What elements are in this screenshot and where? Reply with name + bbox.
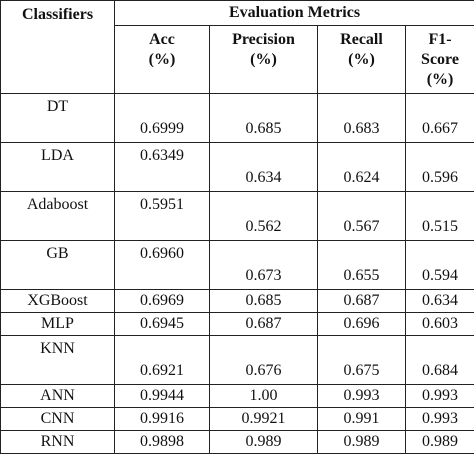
f1-cell: 0.594: [406, 241, 474, 290]
table-row: DT 0.6999 0.685 0.683 0.667: [1, 94, 474, 143]
classifier-name: RNN: [1, 431, 115, 454]
table-row: KNN 0.6921 0.676 0.675 0.684: [1, 336, 474, 385]
precision-cell: 1.00: [210, 385, 318, 408]
classifier-name: GB: [1, 241, 115, 290]
recall-cell: 0.683: [318, 94, 406, 143]
f1-header-line2: Score: [412, 50, 468, 70]
precision-cell: 0.673: [210, 241, 318, 290]
classifier-name: MLP: [1, 313, 115, 336]
precision-header-line1: Precision: [216, 30, 311, 50]
recall-cell: 0.993: [318, 385, 406, 408]
acc-header-line2: (%): [121, 50, 203, 70]
recall-header-line2: (%): [324, 50, 399, 70]
recall-cell: 0.624: [318, 143, 406, 192]
precision-cell: 0.676: [210, 336, 318, 385]
table-row: GB 0.6960 0.673 0.655 0.594: [1, 241, 474, 290]
table-row: LDA 0.6349 0.634 0.624 0.596: [1, 143, 474, 192]
recall-cell: 0.696: [318, 313, 406, 336]
precision-cell: 0.685: [210, 94, 318, 143]
f1-header-line1: F1-: [412, 30, 468, 50]
classifier-name: DT: [1, 94, 115, 143]
f1-cell: 0.596: [406, 143, 474, 192]
acc-cell: 0.9944: [115, 385, 210, 408]
precision-cell: 0.685: [210, 290, 318, 313]
classifier-name: ANN: [1, 385, 115, 408]
table-row: MLP 0.6945 0.687 0.696 0.603: [1, 313, 474, 336]
table-row: Adaboost 0.5951 0.562 0.567 0.515: [1, 192, 474, 241]
recall-cell: 0.991: [318, 408, 406, 431]
table-row: CNN 0.9916 0.9921 0.991 0.993: [1, 408, 474, 431]
recall-cell: 0.687: [318, 290, 406, 313]
acc-cell: 0.6921: [115, 336, 210, 385]
table-row: RNN 0.9898 0.989 0.989 0.989: [1, 431, 474, 454]
acc-cell: 0.6945: [115, 313, 210, 336]
f1-cell: 0.989: [406, 431, 474, 454]
precision-cell: 0.687: [210, 313, 318, 336]
acc-cell: 0.9898: [115, 431, 210, 454]
classifier-name: KNN: [1, 336, 115, 385]
precision-header: Precision (%): [210, 26, 318, 94]
recall-cell: 0.675: [318, 336, 406, 385]
precision-cell: 0.634: [210, 143, 318, 192]
acc-cell: 0.6960: [115, 241, 210, 290]
f1-cell: 0.515: [406, 192, 474, 241]
f1-header: F1- Score (%): [406, 26, 474, 94]
acc-cell: 0.6999: [115, 94, 210, 143]
classifier-name: CNN: [1, 408, 115, 431]
table-row: ANN 0.9944 1.00 0.993 0.993: [1, 385, 474, 408]
precision-cell: 0.9921: [210, 408, 318, 431]
recall-cell: 0.989: [318, 431, 406, 454]
f1-cell: 0.993: [406, 408, 474, 431]
classifier-name: Adaboost: [1, 192, 115, 241]
precision-cell: 0.562: [210, 192, 318, 241]
acc-header-line1: Acc: [121, 30, 203, 50]
f1-cell: 0.603: [406, 313, 474, 336]
acc-header: Acc (%): [115, 26, 210, 94]
acc-cell: 0.5951: [115, 192, 210, 241]
precision-cell: 0.989: [210, 431, 318, 454]
acc-cell: 0.6349: [115, 143, 210, 192]
recall-cell: 0.567: [318, 192, 406, 241]
recall-cell: 0.655: [318, 241, 406, 290]
classifier-name: LDA: [1, 143, 115, 192]
classifiers-header: Classifiers: [1, 1, 115, 94]
evaluation-metrics-header: Evaluation Metrics: [115, 1, 474, 26]
acc-cell: 0.6969: [115, 290, 210, 313]
acc-cell: 0.9916: [115, 408, 210, 431]
f1-cell: 0.993: [406, 385, 474, 408]
precision-header-line2: (%): [216, 50, 311, 70]
recall-header: Recall (%): [318, 26, 406, 94]
classifier-name: XGBoost: [1, 290, 115, 313]
recall-header-line1: Recall: [324, 30, 399, 50]
f1-header-line3: (%): [412, 70, 468, 90]
f1-cell: 0.634: [406, 290, 474, 313]
table-row: XGBoost 0.6969 0.685 0.687 0.634: [1, 290, 474, 313]
f1-cell: 0.667: [406, 94, 474, 143]
f1-cell: 0.684: [406, 336, 474, 385]
